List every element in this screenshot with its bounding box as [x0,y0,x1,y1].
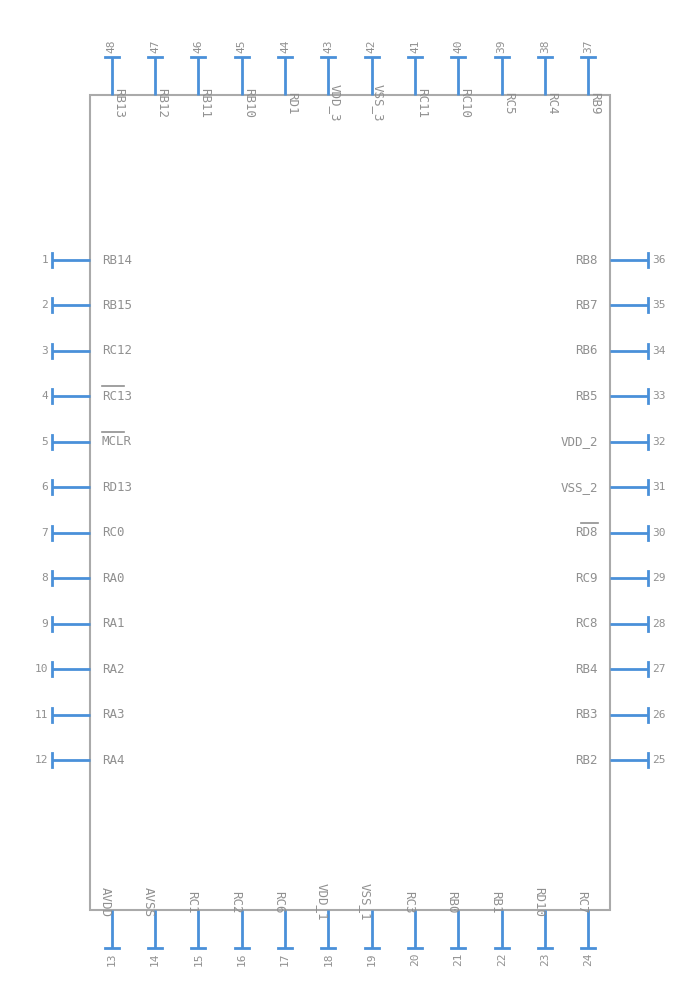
Text: VDD_3: VDD_3 [328,85,341,122]
Text: 48: 48 [107,39,117,53]
Text: 30: 30 [652,528,665,537]
Text: RC11: RC11 [415,88,428,118]
Text: 45: 45 [237,39,247,53]
Text: 37: 37 [583,39,593,53]
Text: 7: 7 [41,528,48,537]
Text: RC0: RC0 [102,526,125,539]
Text: 28: 28 [652,619,665,629]
Text: VDD_2: VDD_2 [561,435,598,449]
Text: RA4: RA4 [102,754,125,766]
Text: RD8: RD8 [575,526,598,539]
Text: 17: 17 [280,952,290,966]
Text: RC5: RC5 [502,92,515,114]
Text: 31: 31 [652,482,665,492]
Text: RB10: RB10 [241,88,255,118]
Text: RB11: RB11 [198,88,211,118]
Text: RB3: RB3 [575,708,598,721]
Text: RC1: RC1 [185,891,198,913]
Text: RC7: RC7 [575,891,588,913]
Text: 26: 26 [652,710,665,720]
Text: 9: 9 [41,619,48,629]
Text: RB12: RB12 [155,88,168,118]
Text: RD13: RD13 [102,481,132,494]
Text: RC9: RC9 [575,572,598,585]
Text: 15: 15 [193,952,204,966]
Text: RC12: RC12 [102,345,132,358]
Text: RA0: RA0 [102,572,125,585]
Text: 16: 16 [237,952,247,966]
Text: 4: 4 [41,391,48,401]
Bar [90,95,610,910]
Text: VSS_3: VSS_3 [372,85,385,122]
Text: 8: 8 [41,574,48,584]
Text: 22: 22 [497,952,506,966]
Text: RC13: RC13 [102,390,132,403]
Text: 33: 33 [652,391,665,401]
Text: RC6: RC6 [272,891,285,913]
Text: 21: 21 [453,952,463,966]
Text: AVDD: AVDD [98,887,111,917]
Text: 40: 40 [453,39,463,53]
Text: RB1: RB1 [488,891,502,913]
Text: 42: 42 [367,39,376,53]
Text: RD1: RD1 [285,92,298,114]
Text: 19: 19 [367,952,376,966]
Text: RA1: RA1 [102,617,125,630]
Text: MCLR: MCLR [102,435,132,449]
Text: 10: 10 [34,664,48,674]
Text: RB13: RB13 [111,88,125,118]
Text: 6: 6 [41,482,48,492]
Text: 12: 12 [34,755,48,765]
Text: RB0: RB0 [445,891,458,913]
Text: RB7: RB7 [575,299,598,311]
Text: 3: 3 [41,346,48,356]
Text: 20: 20 [410,952,420,966]
Text: 11: 11 [34,710,48,720]
Text: 2: 2 [41,300,48,310]
Text: 23: 23 [540,952,550,966]
Text: RC2: RC2 [228,891,241,913]
Text: 1: 1 [41,255,48,265]
Text: 43: 43 [323,39,333,53]
Text: 25: 25 [652,755,665,765]
Text: 44: 44 [280,39,290,53]
Text: RB6: RB6 [575,345,598,358]
Text: RB9: RB9 [588,92,601,114]
Text: 46: 46 [193,39,204,53]
Text: 38: 38 [540,39,550,53]
Text: RB15: RB15 [102,299,132,311]
Text: 14: 14 [150,952,160,966]
Text: 34: 34 [652,346,665,356]
Text: 29: 29 [652,574,665,584]
Text: 24: 24 [583,952,593,966]
Text: 41: 41 [410,39,420,53]
Text: RC8: RC8 [575,617,598,630]
Text: RB14: RB14 [102,253,132,266]
Text: VSS_2: VSS_2 [561,481,598,494]
Text: RC4: RC4 [545,92,558,114]
Text: RA2: RA2 [102,662,125,675]
Text: 35: 35 [652,300,665,310]
Text: 18: 18 [323,952,333,966]
Text: RC10: RC10 [458,88,471,118]
Text: RD10: RD10 [532,887,545,917]
Text: 27: 27 [652,664,665,674]
Text: 47: 47 [150,39,160,53]
Text: 5: 5 [41,436,48,447]
Text: AVSS: AVSS [142,887,155,917]
Text: RA3: RA3 [102,708,125,721]
Text: RB2: RB2 [575,754,598,766]
Text: 39: 39 [497,39,506,53]
Text: VSS_1: VSS_1 [358,883,372,920]
Text: RC3: RC3 [402,891,415,913]
Text: RB4: RB4 [575,662,598,675]
Text: RB8: RB8 [575,253,598,266]
Text: 32: 32 [652,436,665,447]
Text: 13: 13 [107,952,117,966]
Text: VDD_1: VDD_1 [315,883,328,920]
Text: RB5: RB5 [575,390,598,403]
Text: 36: 36 [652,255,665,265]
